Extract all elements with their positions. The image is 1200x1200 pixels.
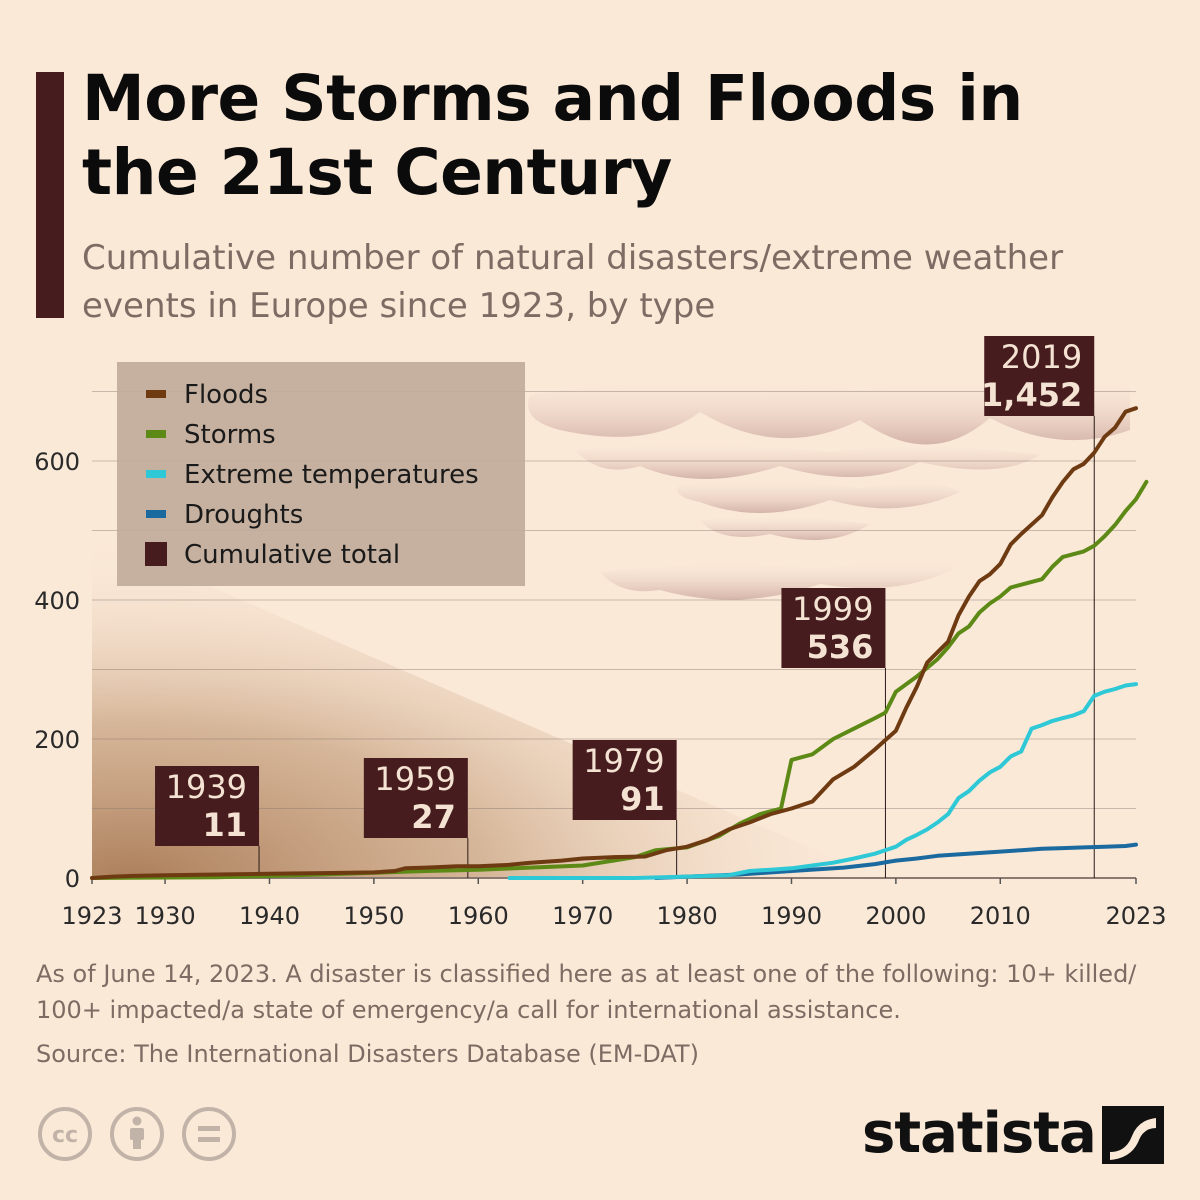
page-title: More Storms and Floods in the 21st Centu…: [82, 62, 1023, 209]
legend-swatch: [146, 510, 166, 518]
title-accent-bar: [36, 72, 64, 318]
cumulative-marker-box: [781, 588, 886, 668]
legend-label: Cumulative total: [184, 540, 400, 570]
clouds-decoration: [528, 380, 1130, 600]
y-tick-label: 600: [34, 448, 80, 476]
cumulative-marker-value: 536: [807, 628, 874, 666]
cumulative-marker-year: 1999: [792, 590, 873, 628]
legend-label: Storms: [184, 420, 276, 450]
series-line-extreme-temperatures: [507, 682, 1138, 880]
series-lines: [90, 406, 1149, 880]
x-tick-label: 1940: [239, 902, 300, 930]
legend-box: [117, 362, 525, 586]
legend: Floods Storms Extreme temperatures Droughts…: [117, 362, 525, 586]
cumulative-marker-box: [984, 336, 1095, 416]
cumulative-marker-value: 91: [620, 780, 665, 818]
cumulative-marker-year: 1939: [166, 768, 247, 806]
x-tick-label: 1923: [61, 902, 122, 930]
x-tick-label: 1960: [448, 902, 509, 930]
x-tick-label: 2000: [865, 902, 926, 930]
statista-logo-icon: [1102, 1106, 1164, 1164]
x-tick-label: 1990: [761, 902, 822, 930]
legend-label: Floods: [184, 380, 268, 410]
series-line-droughts: [653, 842, 1138, 880]
x-tick-label: 1950: [343, 902, 404, 930]
series-line-floods: [90, 406, 1138, 880]
y-tick-label: 0: [65, 865, 80, 893]
svg-text:cc: cc: [52, 1123, 78, 1148]
cumulative-marker-box: [363, 758, 468, 838]
x-tick-label: 2023: [1105, 902, 1166, 930]
legend-swatch: [146, 430, 166, 438]
x-tick-label: 1980: [657, 902, 718, 930]
statista-logo-text: statista: [862, 1101, 1097, 1166]
marker-guides: [258, 416, 1095, 878]
x-tick-label: 1930: [135, 902, 196, 930]
legend-label: Droughts: [184, 500, 303, 530]
legend-swatch: [146, 470, 166, 478]
legend-swatch: [146, 390, 166, 398]
background-shading: [92, 535, 880, 878]
source-note: Source: The International Disasters Data…: [36, 1040, 699, 1068]
y-tick-label: 400: [34, 587, 80, 615]
cumulative-marker-box: [572, 740, 677, 820]
cumulative-marker-year: 1959: [374, 760, 455, 798]
page-subtitle: Cumulative number of natural disasters/e…: [82, 238, 1064, 326]
no-derivatives-icon: [182, 1107, 236, 1161]
cumulative-marker-year: 2019: [1001, 338, 1082, 376]
cumulative-marker-value: 1,452: [981, 376, 1082, 414]
series-line-storms: [90, 479, 1149, 880]
legend-label: Extreme temperatures: [184, 460, 479, 490]
cumulative-marker-value: 11: [203, 806, 248, 844]
cumulative-marker-value: 27: [411, 798, 456, 836]
legend-swatch: [145, 542, 167, 566]
cumulative-marker-box: [155, 766, 260, 846]
axes: 0 200 400 600 1923 1930 1940 1950 1960 1970 1980 19…: [34, 448, 1166, 930]
cc-icon: cc: [38, 1107, 92, 1161]
license-icons: cc: [38, 1107, 236, 1161]
x-tick-label: 1970: [552, 902, 613, 930]
x-tick-label: 2010: [970, 902, 1031, 930]
attribution-icon: [110, 1107, 164, 1161]
footnote: As of June 14, 2023. A disaster is class…: [36, 960, 1137, 1024]
cumulative-marker-year: 1979: [583, 742, 664, 780]
y-tick-label: 200: [34, 726, 80, 754]
